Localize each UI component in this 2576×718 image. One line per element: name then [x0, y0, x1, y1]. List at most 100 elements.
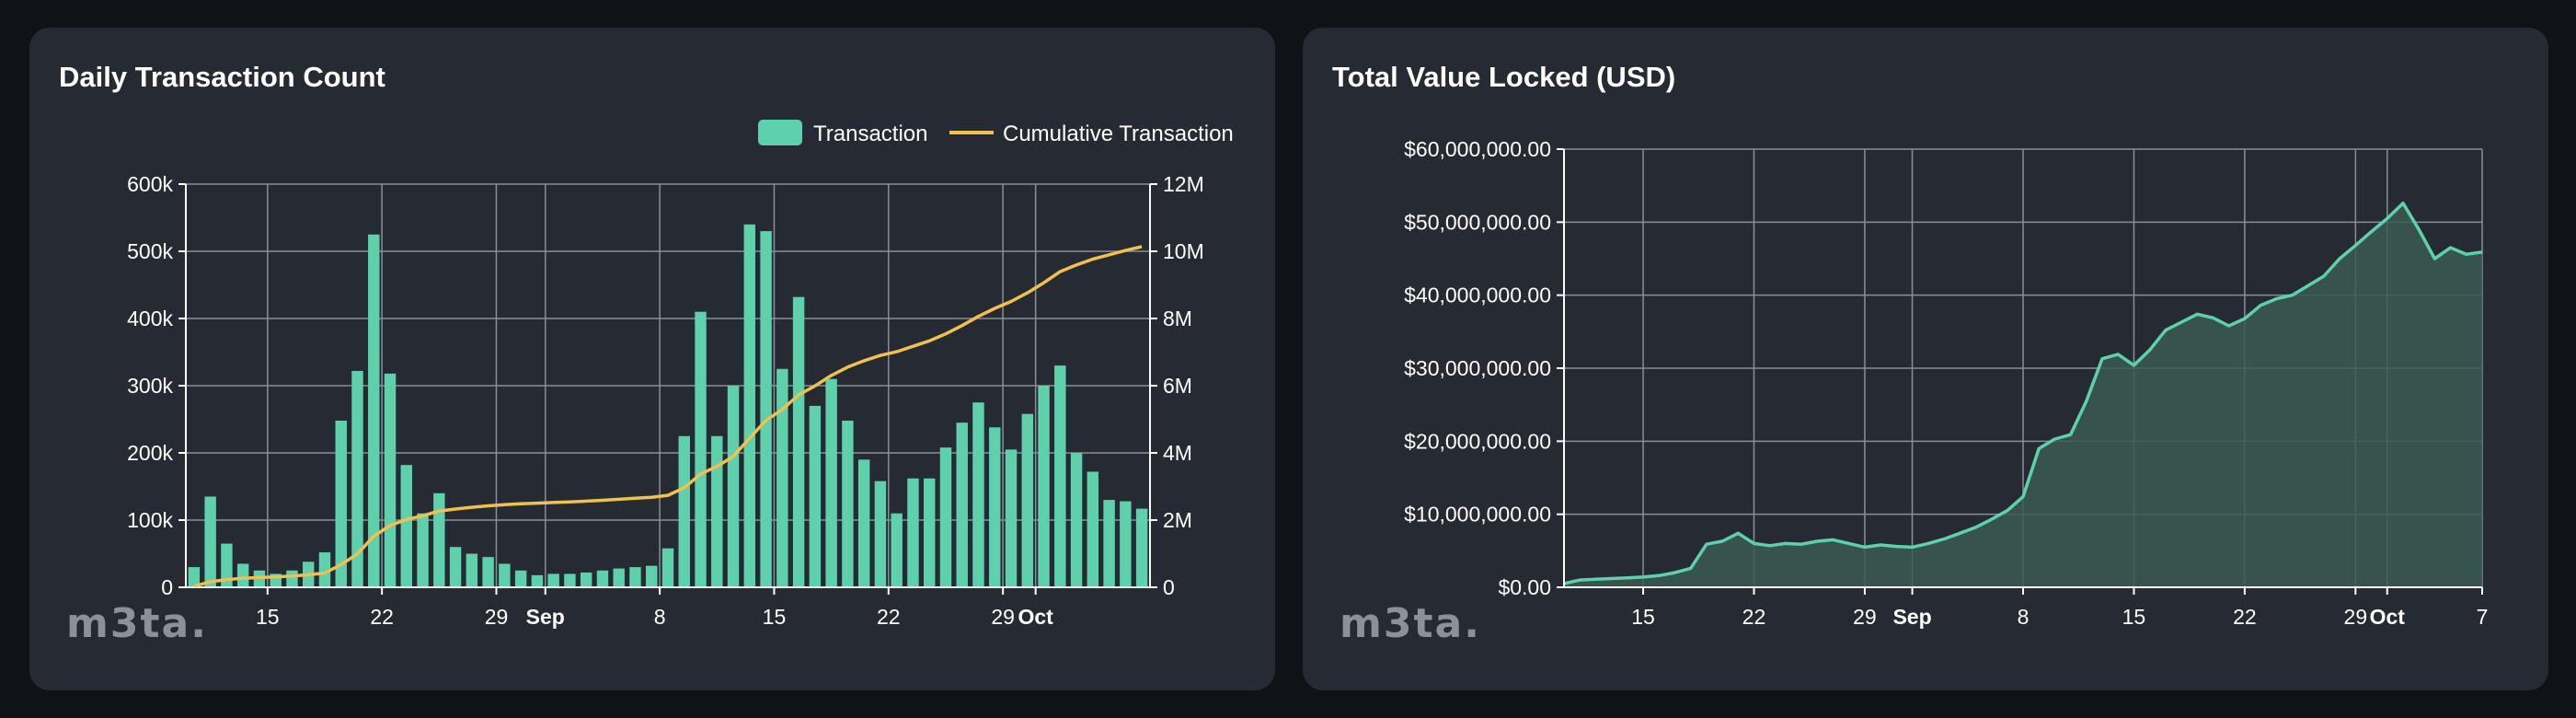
- transaction-bar: [923, 478, 936, 587]
- tvl-area: [1564, 203, 2482, 587]
- transaction-bar: [188, 567, 201, 587]
- transaction-bar: [433, 492, 445, 587]
- transaction-bar: [221, 543, 233, 587]
- y-right-tick-label: 8M: [1163, 307, 1192, 330]
- transaction-bar: [629, 567, 641, 587]
- tvl-chart: $0.00 $10,000,000.00 $20,000,000.00 $30,000…: [1340, 137, 2489, 647]
- x-tick-label: 8: [2018, 605, 2030, 629]
- transaction-bar: [1135, 508, 1148, 587]
- transaction-count-chart: 0 0 100k 2M 200k 4M 300k 6M 400k 8M 500k 10M 600k 12M…: [66, 120, 1234, 647]
- y-left-tick-label: 100k: [127, 508, 173, 532]
- x-tick-label: Oct: [1018, 605, 1053, 629]
- cumulative-line: [193, 245, 1143, 588]
- transaction-bar: [514, 570, 527, 587]
- meta-logo: m3ta.: [1340, 600, 1481, 647]
- transaction-bar: [1021, 413, 1033, 587]
- transaction-bar: [466, 553, 478, 587]
- y-left-tick-label: 400k: [127, 307, 173, 330]
- legend-swatch-transaction: [758, 120, 802, 145]
- transaction-bar: [417, 513, 429, 587]
- transaction-bar: [743, 224, 756, 588]
- transaction-bar: [678, 435, 690, 587]
- y-right-tick-label: 6M: [1163, 374, 1192, 398]
- transaction-bar: [596, 570, 609, 587]
- transaction-bar: [580, 572, 592, 587]
- transaction-bar: [857, 459, 870, 587]
- transaction-bar: [792, 296, 805, 587]
- transaction-bar: [776, 368, 788, 587]
- transaction-bar: [499, 563, 511, 587]
- transaction-bar: [400, 465, 413, 587]
- x-tick-label: 15: [763, 605, 787, 629]
- y-tick-label: $20,000,000.00: [1404, 429, 1551, 453]
- transaction-bar: [956, 423, 968, 587]
- y-left-tick-label: 500k: [127, 239, 173, 263]
- x-tick-label: Oct: [2370, 605, 2406, 629]
- transaction-bar: [236, 563, 249, 587]
- transaction-bar: [646, 565, 658, 587]
- y-tick-label: $50,000,000.00: [1404, 210, 1551, 234]
- x-tick-label: 29: [485, 605, 509, 629]
- transaction-bar: [727, 386, 740, 587]
- x-tick-label: 7: [2477, 605, 2489, 629]
- transaction-bar: [874, 481, 887, 587]
- transaction-bar: [711, 435, 723, 587]
- legend: Transaction Cumulative Transaction: [758, 120, 1234, 146]
- tvl-line: [1563, 201, 2483, 585]
- transaction-bar: [891, 513, 903, 587]
- transaction-bar: [1038, 386, 1050, 587]
- chart-title: Total Value Locked (USD): [1332, 61, 1676, 93]
- transaction-bar: [809, 405, 822, 587]
- transaction-bar: [351, 370, 363, 587]
- transaction-bar: [1054, 365, 1066, 587]
- transaction-bar: [318, 552, 331, 587]
- x-tick-label: 22: [1742, 605, 1766, 629]
- y-left-tick-label: 300k: [127, 374, 173, 398]
- transaction-bar: [661, 548, 674, 587]
- legend-label-cumulative: Cumulative Transaction: [1003, 122, 1234, 146]
- transaction-bar: [939, 447, 952, 587]
- transaction-count-card: Daily Transaction Count 0 0 100k 2M 200k 4M 30…: [29, 28, 1275, 690]
- transaction-bar: [286, 570, 298, 587]
- y-right-tick-label: 4M: [1163, 441, 1192, 465]
- x-tick-label: 29: [1853, 605, 1877, 629]
- y-tick-label: $60,000,000.00: [1404, 137, 1551, 161]
- x-tick-label: 15: [2122, 605, 2146, 629]
- transaction-bar: [613, 568, 625, 587]
- y-right-tick-label: 2M: [1163, 508, 1192, 532]
- x-tick-label: 8: [654, 605, 666, 629]
- x-tick-label: 22: [2233, 605, 2257, 629]
- transaction-bar: [547, 573, 559, 587]
- transaction-bar: [384, 373, 397, 587]
- y-left-tick-label: 600k: [127, 172, 173, 196]
- y-tick-label: $10,000,000.00: [1404, 503, 1551, 527]
- transaction-bar: [907, 478, 919, 587]
- transaction-bar: [449, 547, 462, 587]
- y-right-tick-label: 10M: [1163, 239, 1204, 263]
- y-right-tick-label: 0: [1163, 575, 1175, 599]
- x-tick-label: Sep: [526, 605, 565, 629]
- x-tick-label: Sep: [1892, 605, 1931, 629]
- transaction-bar: [1120, 501, 1132, 587]
- tvl-card: Total Value Locked (USD) $0.00 $10,000,00…: [1303, 28, 2548, 690]
- transaction-bar: [1103, 500, 1115, 587]
- y-tick-label: $40,000,000.00: [1404, 284, 1551, 307]
- x-tick-label: 29: [991, 605, 1015, 629]
- y-left-tick-label: 0: [161, 575, 173, 599]
- chart-title: Daily Transaction Count: [59, 61, 385, 93]
- x-tick-label: 15: [1631, 605, 1655, 629]
- meta-logo: m3ta.: [66, 600, 208, 647]
- transaction-bar: [1070, 453, 1083, 587]
- transaction-bar: [825, 378, 837, 587]
- transaction-bar: [972, 402, 984, 587]
- transaction-bar: [531, 574, 544, 587]
- transaction-bar: [695, 311, 707, 587]
- transaction-bar: [368, 234, 380, 587]
- x-tick-label: 29: [2344, 605, 2368, 629]
- transaction-bar: [482, 557, 494, 587]
- y-right-tick-label: 12M: [1163, 172, 1204, 196]
- transaction-bar: [760, 231, 772, 587]
- transaction-bar: [842, 420, 854, 587]
- transaction-bar: [204, 496, 216, 587]
- transaction-bar: [564, 573, 576, 587]
